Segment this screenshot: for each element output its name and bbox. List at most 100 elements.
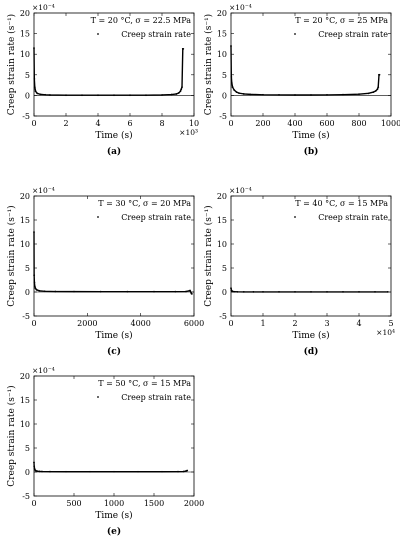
- x-tick-label: 2: [63, 119, 68, 128]
- y-axis-multiplier: ×10⁻⁴: [229, 186, 252, 195]
- x-axis-label: Time (s): [95, 510, 132, 521]
- y-tick-label: 0: [222, 91, 227, 100]
- y-tick-label: 20: [20, 192, 30, 201]
- legend-marker: [97, 396, 99, 398]
- x-tick-label: 1000: [104, 499, 124, 508]
- x-tick-label: 0: [228, 119, 233, 128]
- y-tick-label: 15: [20, 216, 30, 225]
- y-tick-label: 5: [25, 264, 30, 273]
- y-axis-multiplier: ×10⁻⁴: [32, 3, 55, 12]
- legend-condition: T = 40 °C, σ = 15 MPa: [295, 199, 388, 208]
- x-tick-label: 5: [388, 319, 393, 328]
- y-axis-label: Creep strain rate (s⁻¹): [6, 385, 17, 486]
- legend-entry: Creep strain rate: [318, 30, 388, 39]
- panel-label: (a): [107, 146, 121, 157]
- y-tick-label: -5: [219, 312, 227, 321]
- legend-entry: Creep strain rate: [318, 213, 388, 222]
- plot-frame: [230, 12, 392, 117]
- y-tick-label: -5: [22, 492, 30, 501]
- y-axis-label: Creep strain rate (s⁻¹): [6, 14, 17, 115]
- x-axis-label: Time (s): [292, 330, 329, 341]
- legend-entry: Creep strain rate: [121, 393, 191, 402]
- y-tick-label: 5: [25, 444, 30, 453]
- x-axis-label: Time (s): [95, 330, 132, 341]
- legend-marker: [294, 33, 296, 35]
- x-tick-label: 1000: [381, 119, 400, 128]
- y-axis-label: Creep strain rate (s⁻¹): [203, 205, 214, 306]
- y-tick-label: 10: [20, 50, 30, 59]
- legend-marker: [294, 216, 296, 218]
- y-tick-label: -5: [22, 112, 30, 121]
- x-tick-label: 400: [287, 119, 302, 128]
- x-tick-label: 0: [228, 319, 233, 328]
- y-tick-label: 20: [20, 9, 30, 18]
- y-tick-label: 15: [217, 216, 227, 225]
- x-tick-label: 800: [351, 119, 366, 128]
- x-tick-label: 2: [292, 319, 297, 328]
- x-tick-label: 600: [319, 119, 334, 128]
- y-tick-label: 0: [25, 91, 30, 100]
- x-tick-label: 4000: [130, 319, 150, 328]
- series-trace: [33, 462, 188, 473]
- y-tick-label: 0: [222, 288, 227, 297]
- y-tick-label: 15: [20, 396, 30, 405]
- x-tick-label: 8: [159, 119, 164, 128]
- series-trace: [33, 231, 193, 295]
- x-axis-multiplier: ×10³: [179, 128, 198, 137]
- y-tick-label: 20: [217, 9, 227, 18]
- x-tick-label: 4: [95, 119, 100, 128]
- x-tick-label: 2000: [77, 319, 97, 328]
- y-tick-label: 10: [20, 240, 30, 249]
- x-axis-label: Time (s): [95, 130, 132, 141]
- plot-frame: [230, 195, 392, 317]
- legend-condition: T = 20 °C, σ = 25 MPa: [295, 16, 388, 25]
- y-tick-label: 15: [20, 30, 30, 39]
- legend-condition: T = 30 °C, σ = 20 MPa: [98, 199, 191, 208]
- x-tick-label: 1: [260, 319, 265, 328]
- x-tick-label: 500: [66, 499, 81, 508]
- plot-frame: [33, 12, 195, 117]
- y-tick-label: 5: [222, 264, 227, 273]
- series-trace: [230, 45, 380, 96]
- legend-marker: [97, 33, 99, 35]
- legend-entry: Creep strain rate: [121, 30, 191, 39]
- y-tick-label: 20: [20, 372, 30, 381]
- y-tick-label: 10: [20, 420, 30, 429]
- y-tick-label: -5: [22, 312, 30, 321]
- legend-marker: [97, 216, 99, 218]
- panel-label: (e): [107, 526, 121, 537]
- x-tick-label: 0: [31, 119, 36, 128]
- x-tick-label: 1500: [144, 499, 164, 508]
- y-tick-label: 20: [217, 192, 227, 201]
- series-trace: [230, 288, 388, 293]
- x-tick-label: 2000: [184, 499, 204, 508]
- x-axis-label: Time (s): [292, 130, 329, 141]
- x-tick-label: 6: [127, 119, 132, 128]
- y-tick-label: 15: [217, 30, 227, 39]
- panel-label: (c): [107, 346, 121, 357]
- legend-condition: T = 20 °C, σ = 22.5 MPa: [91, 16, 192, 25]
- y-axis-label: Creep strain rate (s⁻¹): [6, 205, 17, 306]
- x-tick-label: 6000: [184, 319, 204, 328]
- y-tick-label: -5: [219, 112, 227, 121]
- y-tick-label: 5: [25, 71, 30, 80]
- x-tick-label: 4: [356, 319, 361, 328]
- x-tick-label: 10: [189, 119, 199, 128]
- y-axis-multiplier: ×10⁻⁴: [32, 186, 55, 195]
- series-trace: [33, 48, 184, 96]
- x-tick-label: 200: [255, 119, 270, 128]
- legend-condition: T = 50 °C, σ = 15 MPa: [98, 379, 191, 388]
- y-tick-label: 10: [217, 240, 227, 249]
- y-tick-label: 0: [25, 288, 30, 297]
- x-tick-label: 0: [31, 319, 36, 328]
- x-axis-multiplier: ×10⁴: [376, 328, 395, 337]
- panel-label: (b): [304, 146, 319, 157]
- y-tick-label: 5: [222, 71, 227, 80]
- x-tick-label: 0: [31, 499, 36, 508]
